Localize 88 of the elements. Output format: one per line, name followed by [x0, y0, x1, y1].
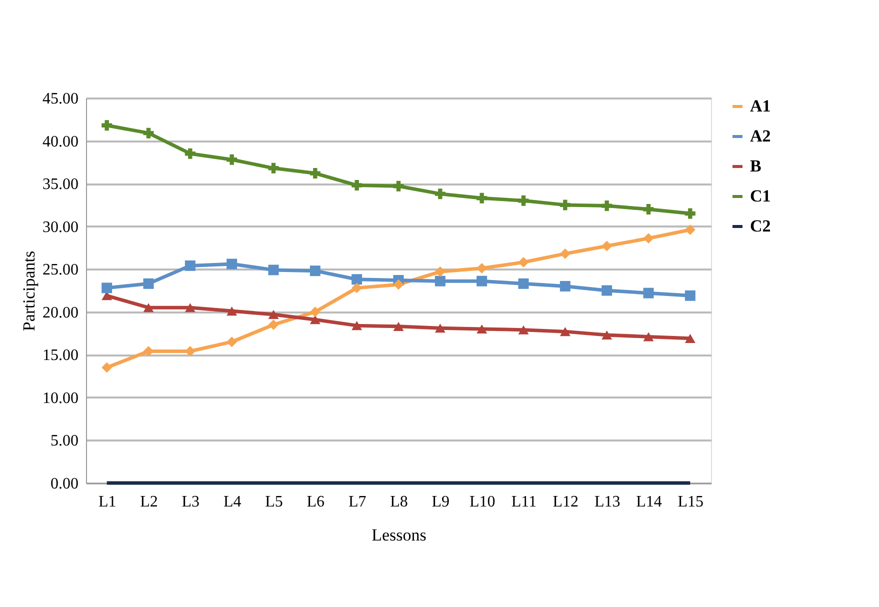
- y-tick-label: 0.00: [50, 476, 78, 492]
- point: [518, 195, 529, 206]
- point: [434, 276, 446, 286]
- y-tick-label: 15.00: [42, 347, 78, 364]
- x-tick-label: L13: [594, 494, 620, 510]
- point: [310, 266, 320, 276]
- y-tick-label: 20.00: [42, 304, 78, 322]
- point: [643, 204, 654, 214]
- legend-label: C2: [750, 216, 771, 236]
- point: [268, 264, 279, 276]
- y-axis-title: Participants: [20, 250, 38, 332]
- x-tick-label: L6: [306, 494, 325, 510]
- point: [352, 180, 362, 191]
- point: [226, 154, 238, 165]
- point: [184, 260, 196, 271]
- x-tick-label: L8: [390, 494, 408, 510]
- point: [393, 180, 404, 192]
- point: [476, 276, 488, 286]
- x-tick-label: L1: [98, 494, 116, 510]
- point: [684, 334, 696, 343]
- legend-label: A1: [750, 96, 771, 116]
- point: [310, 315, 320, 324]
- point: [602, 330, 612, 340]
- point: [143, 278, 154, 289]
- y-tick-label: 40.00: [42, 133, 78, 150]
- point: [143, 128, 154, 138]
- legend-label: B: [750, 156, 762, 176]
- y-tick-label: 10.00: [42, 390, 78, 407]
- point: [643, 332, 654, 342]
- y-tick-label: 25.00: [42, 262, 78, 279]
- y-tick-label: 30.00: [42, 218, 78, 236]
- point: [643, 233, 654, 244]
- point: [476, 324, 488, 334]
- point: [393, 322, 404, 331]
- point: [602, 200, 612, 212]
- point: [268, 310, 279, 319]
- point: [310, 306, 320, 318]
- legend-label: C1: [750, 186, 771, 206]
- x-tick-label: L9: [432, 494, 450, 510]
- point: [434, 266, 446, 277]
- point: [602, 240, 612, 252]
- point: [684, 208, 696, 219]
- point: [393, 279, 404, 290]
- x-tick-label: L2: [140, 494, 158, 510]
- point: [143, 303, 154, 312]
- point: [684, 224, 696, 235]
- point: [268, 319, 279, 330]
- point: [684, 290, 696, 301]
- x-tick-label: L15: [678, 494, 704, 510]
- x-tick-label: L7: [348, 494, 366, 510]
- point: [352, 274, 362, 285]
- x-tick-label: L11: [511, 494, 537, 510]
- point: [518, 325, 529, 334]
- x-tick-label: L10: [469, 494, 496, 510]
- legend-label: A2: [750, 126, 771, 146]
- point: [184, 303, 196, 312]
- point: [476, 263, 488, 274]
- point: [226, 258, 238, 270]
- point: [434, 324, 446, 333]
- point: [352, 321, 362, 330]
- point: [226, 306, 238, 316]
- point: [268, 162, 279, 174]
- point: [352, 282, 362, 294]
- point: [310, 168, 320, 179]
- point: [518, 278, 529, 289]
- point: [184, 148, 196, 159]
- point: [102, 120, 112, 131]
- point: [102, 362, 112, 373]
- x-axis-title: Lessons: [372, 526, 426, 544]
- y-tick-label: 45.00: [42, 90, 78, 108]
- point: [560, 248, 570, 259]
- x-tick-label: L14: [636, 494, 662, 510]
- point: [560, 327, 570, 336]
- point: [226, 336, 238, 348]
- y-tick-label: 5.00: [50, 432, 78, 450]
- y-tick-label: 35.00: [42, 176, 78, 194]
- point: [560, 280, 570, 292]
- point: [476, 192, 488, 204]
- x-tick-label: L4: [223, 494, 242, 510]
- point: [643, 288, 654, 298]
- x-tick-label: L12: [552, 494, 579, 510]
- point: [518, 257, 529, 268]
- point: [434, 188, 446, 200]
- point: [560, 200, 570, 210]
- point: [102, 282, 112, 294]
- x-tick-label: L5: [265, 494, 283, 510]
- x-tick-label: L3: [182, 494, 200, 510]
- point: [602, 285, 612, 296]
